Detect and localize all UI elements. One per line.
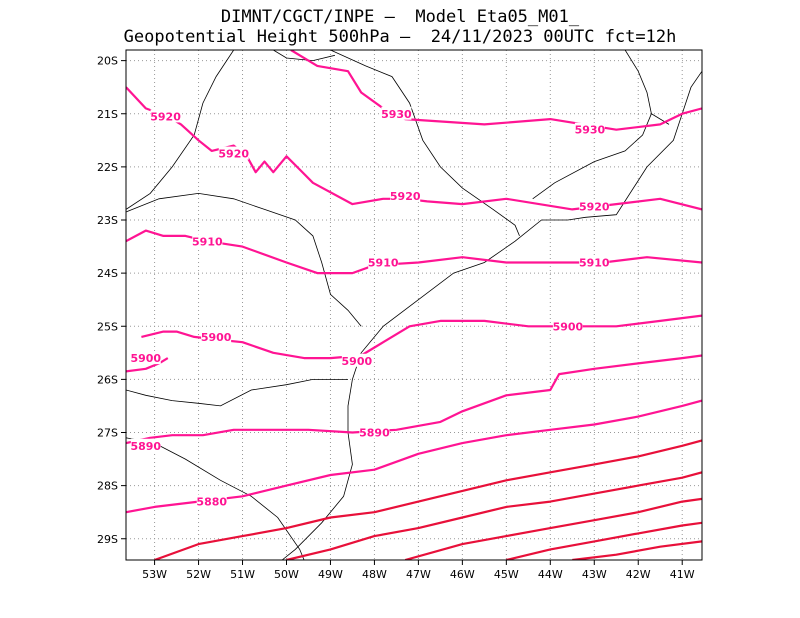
- lon-tick-label: 43W: [582, 568, 607, 581]
- contour-label-bg: [192, 234, 223, 248]
- contour-label-bg: [574, 122, 605, 136]
- contour-label: 5900: [130, 352, 161, 365]
- lon-tick-label: 49W: [318, 568, 343, 581]
- contour-label-bg: [130, 351, 161, 365]
- border-sp-mg: [330, 50, 520, 237]
- contour-label: 5920: [579, 201, 610, 214]
- contour-label: 5910: [579, 257, 610, 270]
- contour-5830: [572, 540, 702, 560]
- contour-label: 5920: [390, 190, 421, 203]
- contour-label: 5890: [359, 427, 390, 440]
- grid-lines: [126, 50, 702, 560]
- contour-label-bg: [150, 109, 181, 123]
- lat-tick-label: 29S: [97, 533, 118, 546]
- lat-tick-label: 28S: [97, 480, 118, 493]
- contour-label: 5930: [575, 124, 606, 137]
- lat-tick-label: 23S: [97, 214, 118, 227]
- contour-5910: [126, 229, 702, 275]
- contour-label: 5890: [130, 440, 161, 453]
- contour-5930: [290, 50, 702, 131]
- contour-label: 5920: [150, 110, 181, 123]
- lon-tick-label: 52W: [186, 568, 211, 581]
- lon-tick-label: 46W: [450, 568, 475, 581]
- border-pr-north: [126, 192, 362, 327]
- lon-tick-label: 48W: [362, 568, 387, 581]
- lon-tick-label: 42W: [626, 568, 651, 581]
- contour-label: 5900: [342, 355, 373, 368]
- contour-label-bg: [201, 329, 232, 343]
- contour-label-bg: [341, 353, 372, 367]
- contour-label-bg: [368, 255, 399, 269]
- axis-ticks: 20S 21S 22S 23S 24S 25S 26S 27S 28S 29S 53W 52W 51W 5…: [97, 55, 695, 581]
- border-ms-sp: [126, 50, 235, 210]
- contour-label-bg: [390, 189, 421, 203]
- lat-tick-label: 25S: [97, 320, 118, 333]
- lon-tick-label: 44W: [538, 568, 563, 581]
- contour-5900: [126, 357, 169, 373]
- contour-label: 5900: [201, 331, 232, 344]
- lon-tick-label: 41W: [670, 568, 695, 581]
- border-pr-sc: [126, 379, 348, 407]
- lon-tick-label: 47W: [406, 568, 431, 581]
- contour-label-bg: [579, 199, 610, 213]
- contour-label-bg: [130, 438, 161, 452]
- lon-tick-label: 53W: [142, 568, 167, 581]
- contour-5860: [286, 471, 702, 560]
- border-mg-es: [624, 50, 670, 125]
- lat-tick-label: 20S: [97, 55, 118, 68]
- contour-label-bg: [359, 425, 390, 439]
- border-mg-rj: [532, 113, 652, 200]
- contour-5840: [506, 521, 702, 560]
- contour-labels: 5930 5930 5920 5920 5920 5920 5910 5910 5910 5900…: [130, 106, 610, 509]
- contour-label: 5900: [553, 320, 584, 333]
- border-mg-goias: [273, 50, 335, 62]
- state-boundaries: [126, 50, 702, 560]
- contour-5890: [126, 354, 702, 445]
- lat-tick-label: 24S: [97, 267, 118, 280]
- contour-label-bg: [218, 146, 249, 160]
- contour-label-bg: [196, 494, 227, 508]
- map-title-line2: Geopotential Height 500hPa – 24/11/2023 …: [123, 27, 677, 47]
- map-frame: [125, 49, 703, 561]
- height-contours: [126, 50, 702, 560]
- contour-label-bg: [552, 319, 583, 333]
- contour-5920: [126, 86, 702, 211]
- contour-5850: [404, 497, 702, 560]
- lon-tick-label: 51W: [230, 568, 255, 581]
- contour-label-bg: [381, 106, 412, 120]
- contour-label: 5910: [192, 235, 223, 248]
- lat-tick-label: 22S: [97, 161, 118, 174]
- coastline: [281, 70, 702, 560]
- contour-label-bg: [579, 255, 610, 269]
- contour-label: 5930: [381, 108, 412, 121]
- lat-tick-label: 27S: [97, 427, 118, 440]
- lat-tick-label: 21S: [97, 108, 118, 121]
- lon-tick-label: 45W: [494, 568, 519, 581]
- contour-label: 5880: [196, 496, 227, 509]
- contour-label: 5910: [368, 257, 399, 270]
- contour-5870: [154, 439, 702, 560]
- lon-tick-label: 50W: [274, 568, 299, 581]
- map-title-line1: DIMNT/CGCT/INPE – Model Eta05_M01_: [220, 7, 580, 27]
- contour-label: 5920: [218, 148, 249, 161]
- lat-tick-label: 26S: [97, 373, 118, 386]
